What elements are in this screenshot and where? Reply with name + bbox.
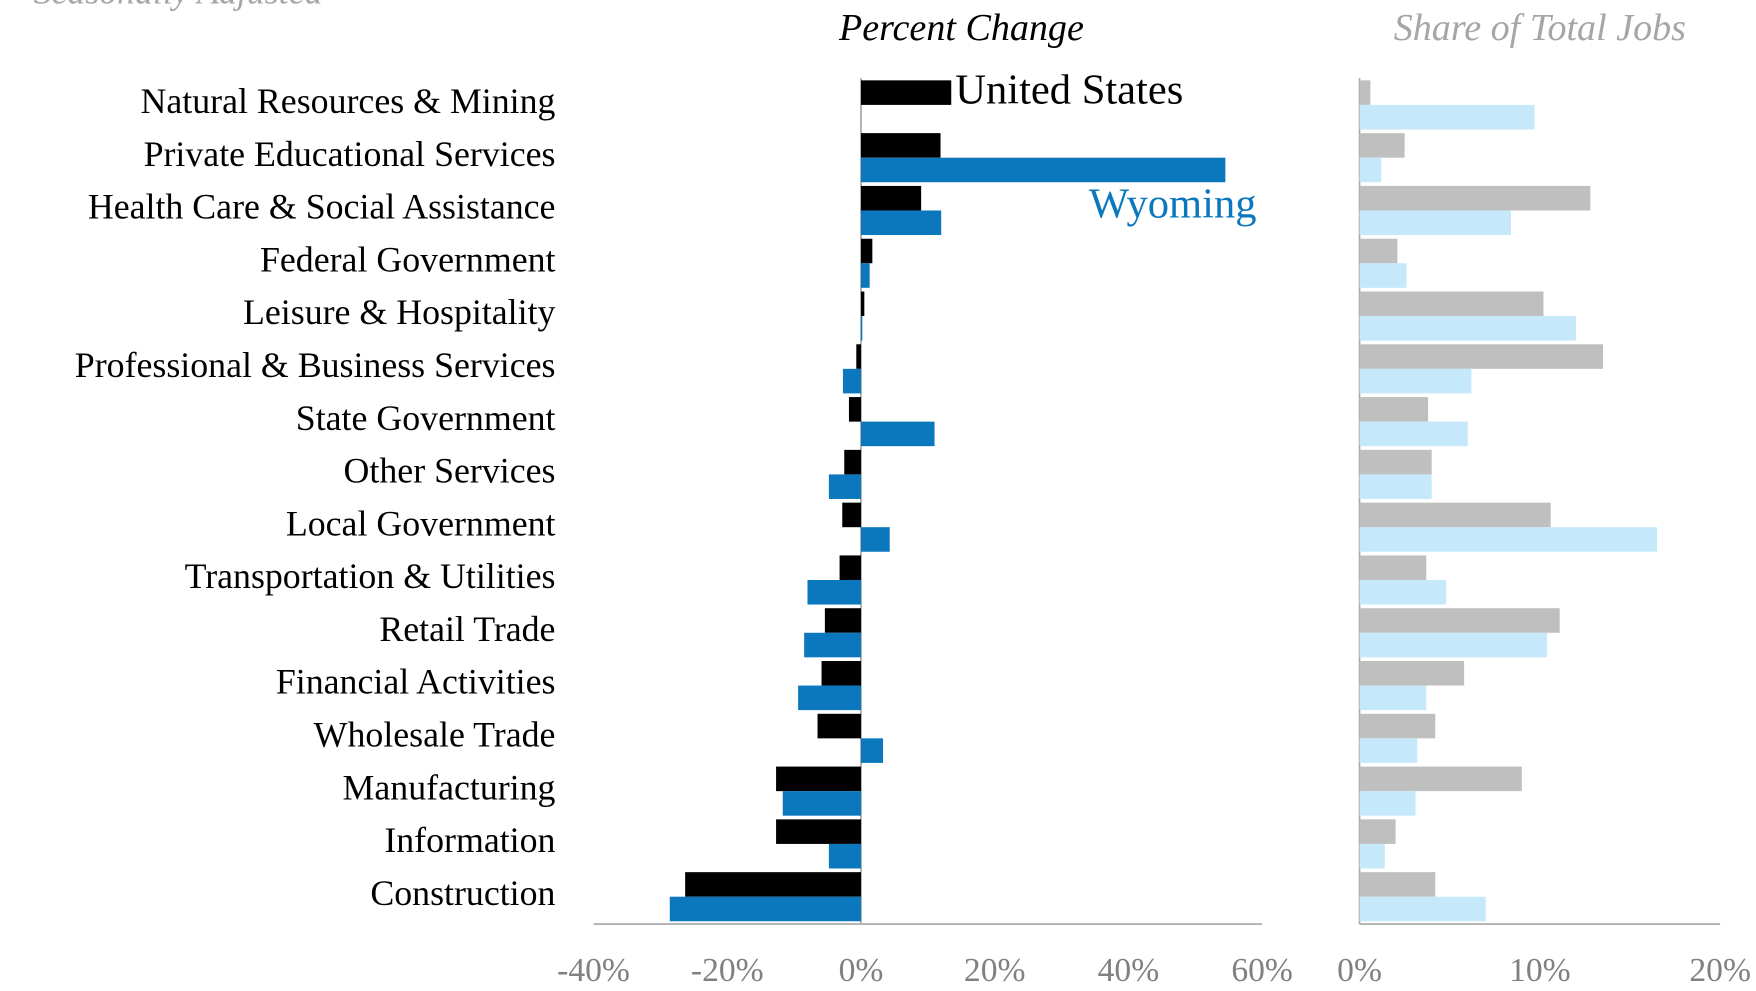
bar — [860, 263, 870, 288]
bar — [1359, 843, 1385, 869]
bar — [860, 80, 952, 105]
bar — [828, 843, 861, 869]
x-tick-label: -20% — [691, 952, 764, 989]
bar — [1359, 872, 1436, 897]
bar — [1359, 104, 1535, 130]
category-label: Professional & Business Services — [75, 345, 556, 385]
bar — [828, 474, 861, 499]
category-label: Manufacturing — [343, 767, 556, 807]
bar — [1359, 713, 1436, 739]
bar — [1359, 210, 1512, 236]
x-tick-label: 10% — [1509, 952, 1571, 989]
category-label: State Government — [296, 398, 556, 438]
bar — [1359, 527, 1658, 552]
x-tick-label: 0% — [839, 952, 884, 989]
category-label: Private Educational Services — [144, 134, 556, 174]
bar — [1359, 291, 1544, 317]
x-tick-label: 60% — [1231, 952, 1293, 989]
bar — [1359, 791, 1416, 816]
bar — [839, 555, 861, 580]
bar — [842, 368, 861, 394]
x-tick-label: 0% — [1337, 952, 1382, 989]
bar — [1359, 502, 1551, 528]
bar — [1359, 344, 1603, 369]
bar — [1359, 555, 1427, 580]
bar — [798, 685, 861, 711]
bar — [1359, 579, 1447, 605]
bar — [860, 238, 873, 264]
panel-title: Percent Change — [838, 7, 1084, 49]
bar — [842, 502, 861, 528]
bar — [860, 210, 942, 236]
x-tick-label: -40% — [557, 952, 630, 989]
bar — [1359, 449, 1432, 475]
bar — [1359, 80, 1371, 105]
bar — [860, 527, 890, 552]
bar — [860, 133, 941, 158]
category-label: Federal Government — [260, 240, 556, 280]
category-label: Health Care & Social Assistance — [88, 187, 556, 227]
bar — [860, 291, 865, 317]
bar — [804, 632, 861, 658]
bar — [1359, 608, 1560, 633]
bar — [1359, 685, 1427, 711]
bar — [848, 397, 861, 422]
bar — [1359, 397, 1429, 422]
bar — [1359, 819, 1396, 844]
chart-area: Seasonally Adjusted Natural Resources & … — [34, 0, 1751, 989]
x-tick-label: 20% — [964, 952, 1026, 989]
bar — [1359, 632, 1548, 658]
bar — [856, 344, 861, 369]
subtitle: Seasonally Adjusted — [34, 0, 323, 12]
category-label: Financial Activities — [276, 662, 556, 702]
category-label: Leisure & Hospitality — [243, 292, 556, 332]
bar — [1359, 133, 1405, 158]
bar — [1359, 896, 1486, 922]
x-tick-label: 20% — [1689, 952, 1751, 989]
bar — [782, 791, 861, 816]
bar — [1359, 185, 1591, 211]
bar — [824, 608, 861, 633]
bar — [1359, 474, 1432, 499]
bar — [821, 661, 861, 686]
bar — [844, 449, 861, 475]
bar — [1359, 766, 1522, 792]
panel-title: Share of Total Jobs — [1394, 7, 1686, 49]
bar — [860, 185, 922, 211]
bar — [1359, 263, 1407, 288]
bar — [807, 579, 861, 605]
legend-label: Wyoming — [1089, 180, 1257, 227]
category-label: Retail Trade — [379, 609, 555, 649]
bar — [776, 819, 861, 844]
bar — [776, 766, 861, 792]
x-tick-label: 40% — [1098, 952, 1160, 989]
category-label: Construction — [370, 873, 555, 913]
bar — [1359, 316, 1576, 341]
bar — [685, 872, 861, 897]
legend-label: United States — [955, 67, 1183, 114]
bar — [1359, 368, 1472, 394]
bar — [860, 316, 863, 341]
category-label: Information — [384, 820, 555, 860]
bar — [860, 738, 884, 763]
category-label: Local Government — [286, 503, 556, 543]
category-label: Wholesale Trade — [314, 715, 556, 755]
bar — [1359, 238, 1398, 264]
category-label: Transportation & Utilities — [185, 556, 556, 596]
category-label: Natural Resources & Mining — [141, 81, 556, 121]
bar — [860, 421, 935, 447]
bar — [1359, 738, 1418, 763]
bar — [1359, 661, 1465, 686]
bar — [817, 713, 861, 739]
bar — [669, 896, 861, 922]
bar — [1359, 157, 1382, 183]
bar — [860, 157, 1226, 183]
category-label: Other Services — [344, 451, 556, 491]
bar — [1359, 421, 1468, 447]
